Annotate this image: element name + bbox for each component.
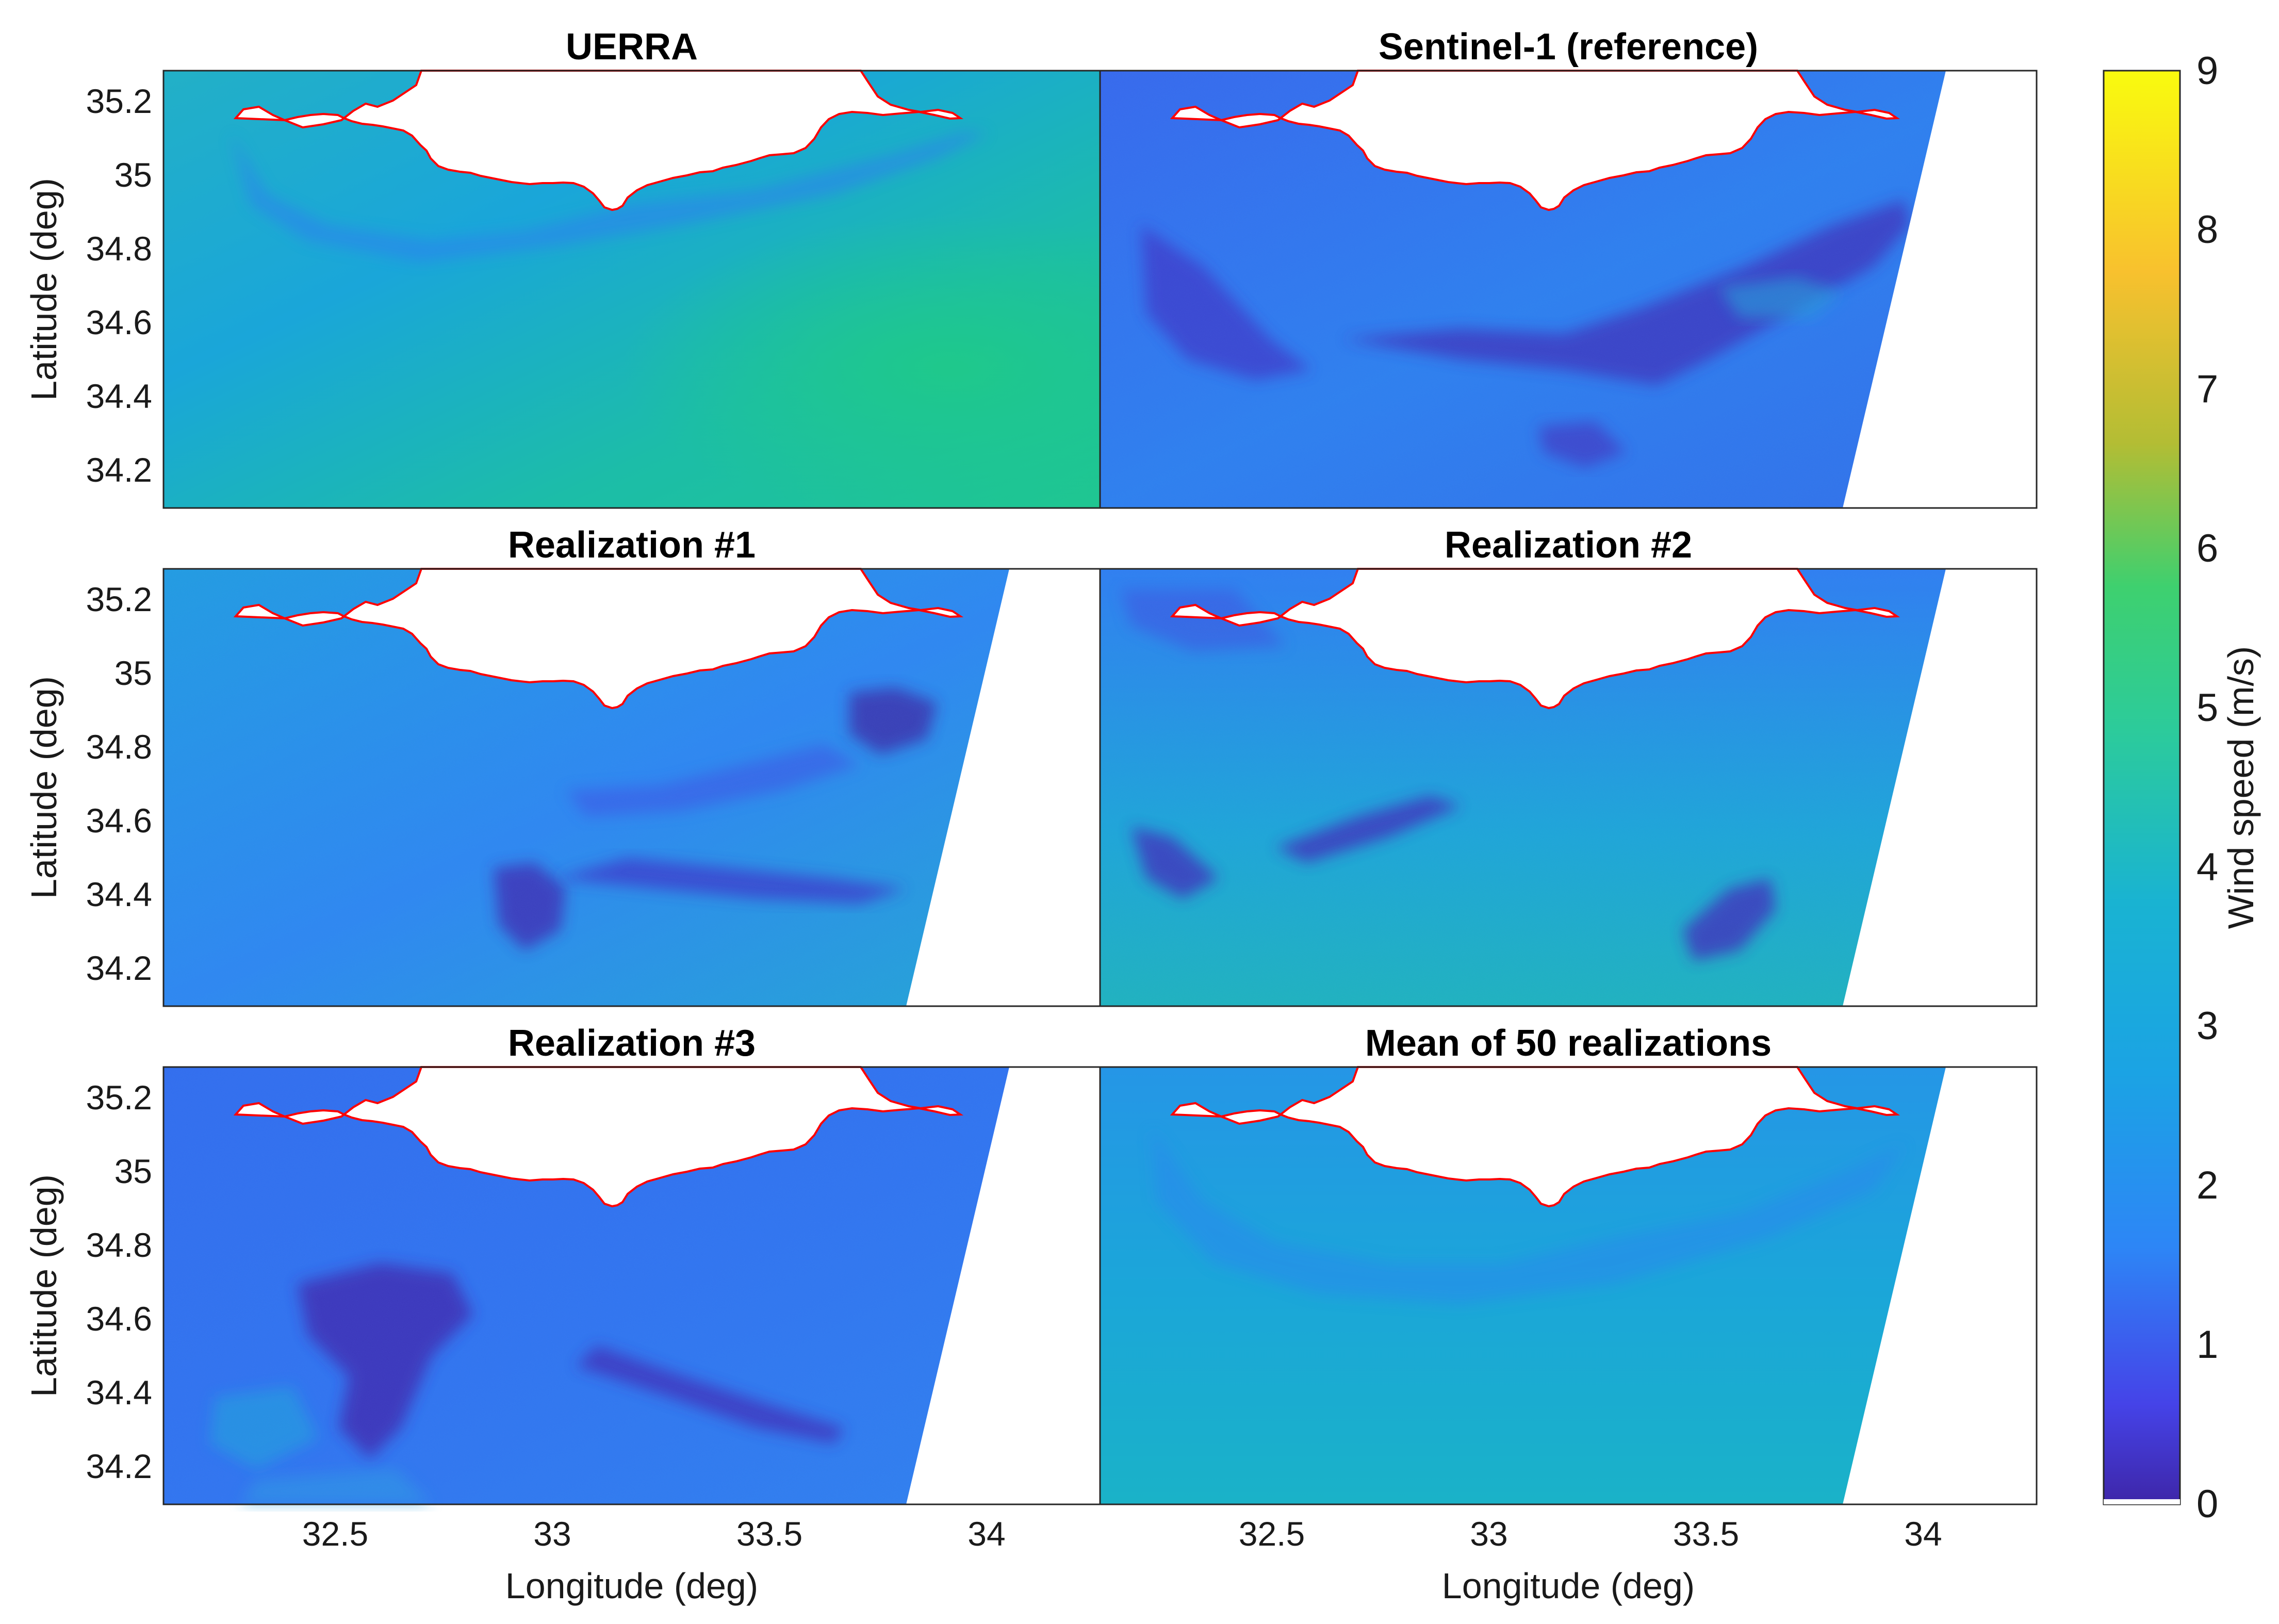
panel-sentinel: Sentinel-1 (reference) [1099,26,2038,509]
colorbar-tick: 2 [2196,1163,2218,1207]
y-tick-label: 35 [114,1152,152,1190]
colorbar-tick: 9 [2196,49,2218,93]
y-tick-label: 34.2 [86,949,152,987]
x-axis-label: Longitude (deg) [1442,1566,1695,1606]
y-tick-label: 34.4 [86,875,152,913]
y-tick-label: 34.2 [86,1447,152,1485]
swath-gap [1843,569,2037,1006]
y-tick-label: 35 [114,156,152,194]
x-axis-right: 32.5 33 33.5 34 Longitude (deg) [1239,1515,1942,1606]
x-tick-label: 32.5 [302,1515,368,1553]
y-tick-label: 34.8 [86,1226,152,1264]
colorbar-gradient [2103,70,2181,1505]
x-tick-label: 34 [1904,1515,1942,1553]
x-tick-label: 32.5 [1239,1515,1305,1553]
y-axis-label: Latitude (deg) [24,1174,64,1397]
colorbar-tick: 6 [2196,527,2218,570]
colorbar-tick: 7 [2196,367,2218,411]
y-tick-label: 34.8 [86,229,152,268]
y-tick-label: 34.8 [86,728,152,766]
x-axis-label: Longitude (deg) [505,1566,758,1606]
y-tick-label: 35 [114,654,152,692]
y-tick-label: 34.2 [86,451,152,489]
y-axis-row-1: 35.2 35 34.8 34.6 34.4 34.2 Latitude (de… [24,82,152,489]
panel-title: UERRA [566,26,698,68]
y-tick-label: 34.4 [86,377,152,415]
panel-realization-2: Realization #2 [1099,524,2038,1007]
panel-title: Realization #2 [1445,524,1692,566]
swath-gap [1843,71,2037,508]
colorbar-tick: 1 [2196,1323,2218,1367]
x-tick-label: 33 [1470,1515,1507,1553]
panel-uerra: UERRA [162,26,1101,509]
swath-gap [906,1067,1100,1504]
x-tick-label: 34 [968,1515,1005,1553]
x-tick-label: 33 [533,1515,571,1553]
panel-title: Sentinel-1 (reference) [1379,26,1758,68]
y-tick-label: 35.2 [86,1078,152,1117]
y-axis-label: Latitude (deg) [24,178,64,401]
coastal-low-wind [1152,1129,1905,1304]
colorbar-tick: 5 [2196,686,2218,730]
y-tick-label: 34.6 [86,1300,152,1338]
swath-gap [906,569,1100,1006]
colorbar: 9 8 7 6 5 4 3 2 1 0 Wind speed (m/s) [2103,49,2261,1526]
y-axis-row-3: 35.2 35 34.8 34.6 34.4 34.2 Latitude (de… [24,1078,152,1485]
y-axis-row-2: 35.2 35 34.8 34.6 34.4 34.2 Latitude (de… [24,580,152,987]
panel-realization-1: Realization #1 [162,524,1101,1007]
y-tick-label: 34.4 [86,1373,152,1412]
axes-box [1099,568,2038,1007]
x-tick-label: 33.5 [736,1515,802,1553]
colorbar-zero-band [2104,1499,2180,1504]
y-tick-label: 35.2 [86,82,152,120]
colorbar-tick: 3 [2196,1004,2218,1048]
x-tick-label: 33.5 [1673,1515,1739,1553]
y-tick-label: 34.6 [86,303,152,341]
x-axis-left: 32.5 33 33.5 34 Longitude (deg) [302,1515,1006,1606]
panel-title: Realization #1 [508,524,756,566]
panel-title: Realization #3 [508,1023,756,1064]
y-axis-label: Latitude (deg) [24,676,64,899]
coastal-low-wind [231,133,989,261]
colorbar-tick: 4 [2196,845,2218,889]
colorbar-label: Wind speed (m/s) [2221,646,2261,929]
panel-title: Mean of 50 realizations [1365,1023,1772,1064]
axes-box [1099,1066,2038,1505]
panel-mean-50: Mean of 50 realizations [1099,1023,2038,1505]
y-tick-label: 35.2 [86,580,152,618]
axes-box [1099,70,2038,509]
panel-realization-3: Realization #3 [162,1023,1101,1505]
colorbar-tick: 8 [2196,208,2218,252]
swath-gap [1843,1067,2037,1504]
colorbar-tick: 0 [2196,1482,2218,1526]
y-tick-label: 34.6 [86,801,152,840]
